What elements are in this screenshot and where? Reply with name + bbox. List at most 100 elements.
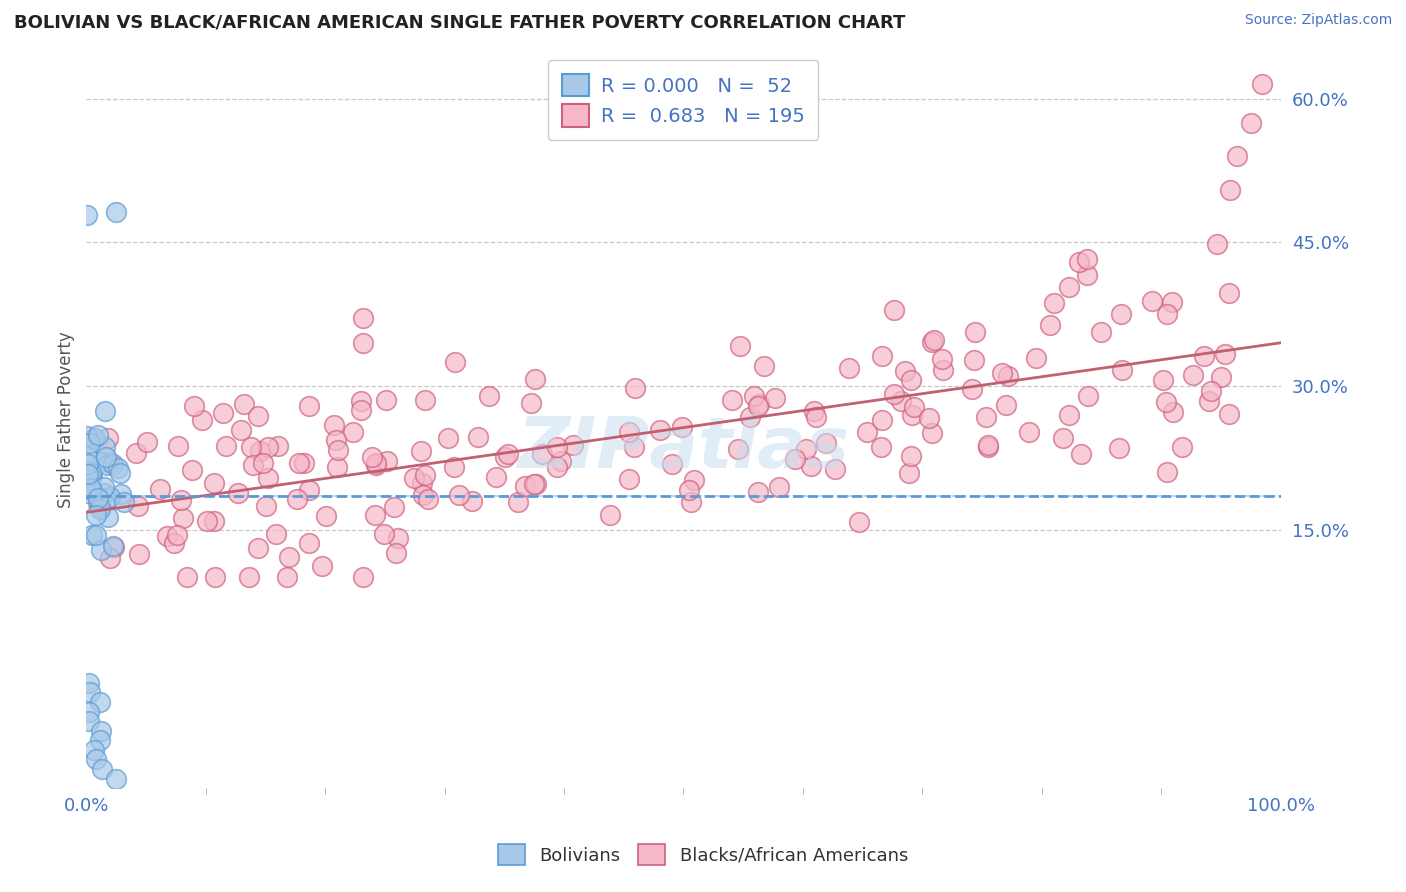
Point bbox=[387, 531, 409, 545]
Point bbox=[87, 496, 110, 510]
Point bbox=[202, 514, 225, 528]
Point bbox=[411, 475, 433, 490]
Point bbox=[1018, 425, 1040, 439]
Point bbox=[443, 460, 465, 475]
Point bbox=[1076, 268, 1098, 283]
Point bbox=[325, 459, 347, 474]
Point bbox=[1218, 408, 1240, 422]
Point bbox=[98, 550, 121, 565]
Point bbox=[127, 499, 149, 513]
Point bbox=[96, 491, 118, 506]
Text: Source: ZipAtlas.com: Source: ZipAtlas.com bbox=[1244, 13, 1392, 28]
Point bbox=[997, 369, 1019, 384]
Point bbox=[1218, 285, 1240, 300]
Point bbox=[246, 409, 269, 424]
Point bbox=[800, 459, 823, 474]
Point bbox=[166, 528, 188, 542]
Point bbox=[323, 418, 346, 433]
Point bbox=[97, 510, 120, 524]
Point bbox=[531, 447, 554, 461]
Point bbox=[617, 425, 640, 439]
Point bbox=[671, 420, 693, 434]
Point bbox=[727, 442, 749, 457]
Point bbox=[1052, 431, 1074, 445]
Point bbox=[86, 428, 108, 442]
Point bbox=[79, 685, 101, 699]
Point bbox=[855, 425, 877, 439]
Point bbox=[890, 393, 912, 408]
Point bbox=[883, 387, 905, 401]
Point bbox=[89, 502, 111, 516]
Point bbox=[870, 413, 893, 427]
Point bbox=[285, 491, 308, 506]
Point bbox=[98, 455, 121, 469]
Point bbox=[82, 463, 104, 477]
Point bbox=[411, 444, 433, 458]
Point bbox=[1108, 441, 1130, 455]
Point bbox=[93, 486, 115, 500]
Point bbox=[1070, 447, 1092, 461]
Point bbox=[240, 441, 263, 455]
Point bbox=[524, 477, 547, 491]
Point bbox=[903, 401, 925, 415]
Point bbox=[1057, 280, 1080, 294]
Point bbox=[1192, 349, 1215, 363]
Point bbox=[298, 483, 321, 497]
Point bbox=[1219, 183, 1241, 197]
Point bbox=[550, 454, 572, 468]
Point bbox=[76, 457, 98, 471]
Point bbox=[478, 389, 501, 403]
Point bbox=[276, 570, 298, 584]
Point bbox=[661, 457, 683, 471]
Point bbox=[728, 339, 751, 353]
Point bbox=[257, 440, 280, 454]
Point bbox=[747, 485, 769, 500]
Point bbox=[752, 359, 775, 373]
Point bbox=[436, 431, 458, 445]
Point bbox=[922, 333, 945, 347]
Point bbox=[82, 483, 104, 498]
Point bbox=[215, 439, 238, 453]
Point bbox=[90, 543, 112, 558]
Point bbox=[360, 450, 382, 464]
Point bbox=[166, 439, 188, 453]
Point bbox=[803, 404, 825, 418]
Point bbox=[900, 373, 922, 387]
Point bbox=[79, 676, 101, 690]
Point bbox=[231, 423, 253, 437]
Point bbox=[1043, 296, 1066, 310]
Point bbox=[413, 393, 436, 408]
Text: BOLIVIAN VS BLACK/AFRICAN AMERICAN SINGLE FATHER POVERTY CORRELATION CHART: BOLIVIAN VS BLACK/AFRICAN AMERICAN SINGL… bbox=[14, 13, 905, 31]
Point bbox=[678, 483, 700, 498]
Point bbox=[382, 500, 405, 514]
Point bbox=[1209, 369, 1232, 384]
Point bbox=[264, 526, 287, 541]
Point bbox=[931, 351, 953, 366]
Point bbox=[76, 209, 98, 223]
Point bbox=[794, 442, 817, 456]
Point bbox=[523, 476, 546, 491]
Point bbox=[80, 466, 103, 480]
Point bbox=[77, 705, 100, 719]
Point bbox=[82, 483, 104, 497]
Point bbox=[1215, 347, 1237, 361]
Point bbox=[648, 423, 671, 437]
Point bbox=[352, 311, 374, 326]
Point bbox=[93, 480, 115, 494]
Point bbox=[84, 752, 107, 766]
Point bbox=[364, 508, 387, 523]
Point bbox=[515, 479, 537, 493]
Point bbox=[156, 529, 179, 543]
Point bbox=[785, 452, 807, 467]
Point bbox=[1163, 404, 1185, 418]
Point bbox=[977, 440, 1000, 454]
Point bbox=[242, 458, 264, 473]
Point bbox=[97, 432, 120, 446]
Point bbox=[963, 353, 986, 368]
Point bbox=[1069, 255, 1091, 269]
Point bbox=[80, 468, 103, 483]
Point bbox=[742, 389, 765, 403]
Point bbox=[921, 335, 943, 350]
Point bbox=[523, 371, 546, 385]
Point bbox=[467, 430, 489, 444]
